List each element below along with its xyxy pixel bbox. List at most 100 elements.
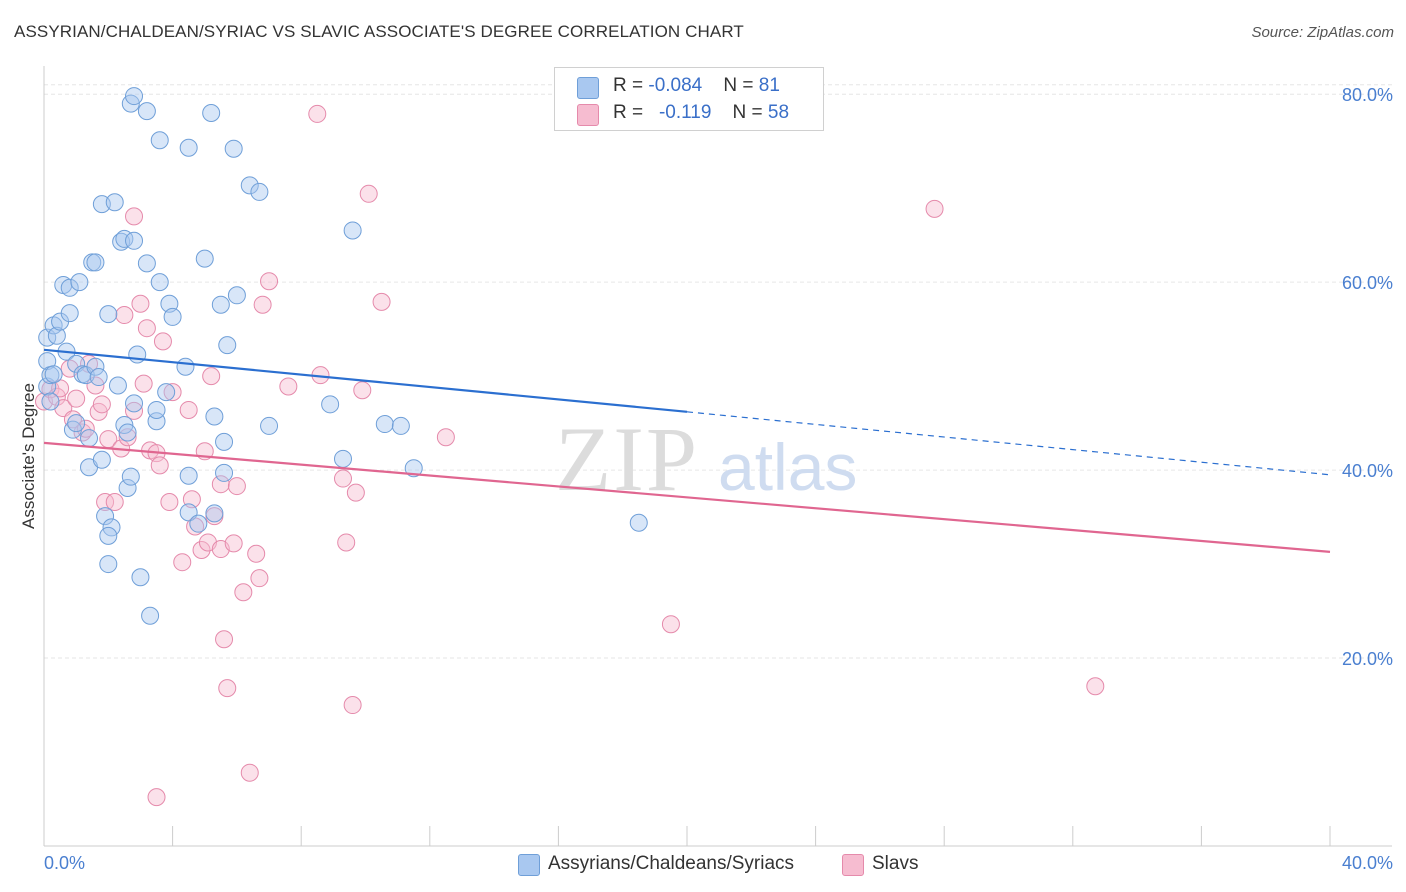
data-point-slavs: [76, 419, 95, 438]
series-legend-label: Slavs: [872, 853, 919, 874]
data-point-slavs: [125, 401, 144, 420]
data-point-assyrians: [125, 231, 144, 250]
data-point-assyrians: [125, 394, 144, 413]
legend-n-label: N =: [732, 102, 768, 123]
data-point-assyrians: [404, 459, 423, 478]
series-assyrians-points: [38, 87, 648, 625]
data-point-assyrians: [118, 423, 137, 442]
data-point-assyrians: [99, 526, 118, 545]
data-point-slavs: [41, 380, 60, 399]
watermark-atlas: atlas: [718, 430, 857, 504]
data-point-assyrians: [205, 407, 224, 426]
data-point-assyrians: [260, 416, 279, 435]
data-point-slavs: [337, 533, 356, 552]
data-point-slavs: [153, 332, 172, 351]
data-point-slavs: [260, 272, 279, 291]
data-point-assyrians: [147, 400, 166, 419]
data-point-assyrians: [343, 221, 362, 240]
data-point-assyrians: [70, 273, 89, 292]
data-point-slavs: [131, 294, 150, 313]
legend-text: R = -0.119 N = 58: [613, 102, 789, 124]
data-point-assyrians: [189, 514, 208, 533]
data-point-assyrians: [41, 392, 60, 411]
axes: [43, 66, 1392, 847]
data-point-assyrians: [99, 555, 118, 574]
data-point-assyrians: [80, 429, 99, 448]
legend-n-value: 81: [758, 75, 780, 96]
data-point-assyrians: [44, 365, 63, 384]
watermark-zip: ZIP: [555, 408, 699, 510]
data-point-assyrians: [215, 463, 234, 482]
data-point-assyrians: [67, 414, 86, 433]
series-legend-label: Assyrians/Chaldeans/Syriacs: [548, 853, 795, 874]
data-point-assyrians: [60, 278, 79, 297]
data-point-assyrians: [321, 395, 340, 414]
data-point-slavs: [234, 583, 253, 602]
data-point-slavs: [92, 395, 111, 414]
x-tick-label-min: 0.0%: [44, 853, 85, 873]
data-point-assyrians: [224, 139, 243, 158]
y-tick-label: 80.0%: [1342, 85, 1393, 105]
data-point-slavs: [247, 544, 266, 563]
data-point-assyrians: [137, 254, 156, 273]
data-point-assyrians: [86, 253, 105, 272]
correlation-legend: R = -0.084 N = 81 R = -0.119 N = 58: [554, 67, 824, 131]
data-point-assyrians: [211, 295, 230, 314]
data-point-slavs: [227, 477, 246, 496]
data-point-assyrians: [163, 307, 182, 326]
y-tick-label: 40.0%: [1342, 461, 1393, 481]
series-swatch-blue: [518, 854, 540, 876]
y-axis-label: Associate's Degree: [19, 383, 38, 529]
data-point-assyrians: [86, 357, 105, 376]
data-point-assyrians: [99, 305, 118, 324]
data-point-slavs: [250, 569, 269, 588]
data-point-assyrians: [89, 368, 108, 387]
data-point-assyrians: [227, 286, 246, 305]
data-point-slavs: [173, 553, 192, 572]
data-point-slavs: [1086, 677, 1105, 696]
data-point-slavs: [343, 696, 362, 715]
data-point-assyrians: [60, 304, 79, 323]
data-point-slavs: [147, 788, 166, 807]
data-point-assyrians: [629, 513, 648, 532]
data-point-slavs: [372, 292, 391, 311]
data-point-assyrians: [391, 416, 410, 435]
data-point-slavs: [925, 199, 944, 218]
data-point-assyrians: [179, 138, 198, 157]
tick-labels: 20.0% 40.0% 60.0% 80.0% 0.0% 40.0%: [44, 85, 1393, 873]
data-point-slavs: [137, 319, 156, 338]
chart-title: ASSYRIAN/CHALDEAN/SYRIAC VS SLAVIC ASSOC…: [14, 22, 744, 41]
trend-line-assyrians: [43, 348, 688, 413]
data-point-slavs: [218, 679, 237, 698]
data-point-slavs: [163, 383, 182, 402]
data-point-assyrians: [121, 467, 140, 486]
series-legend: Assyrians/Chaldeans/Syriacs Slavs: [0, 852, 1406, 878]
source-attribution: Source: ZipAtlas.com: [1251, 24, 1394, 41]
trend-lines: [43, 348, 1331, 553]
legend-r-label: R =: [613, 75, 649, 96]
data-point-slavs: [179, 400, 198, 419]
data-point-slavs: [346, 483, 365, 502]
data-point-slavs: [211, 475, 230, 494]
grid-lines: [44, 84, 1392, 659]
data-point-slavs: [125, 207, 144, 226]
data-point-slavs: [134, 374, 153, 393]
data-point-assyrians: [92, 450, 111, 469]
data-point-assyrians: [333, 449, 352, 468]
legend-r-label: R =: [613, 102, 649, 123]
data-point-assyrians: [176, 357, 195, 376]
data-point-slavs: [253, 295, 272, 314]
data-point-assyrians: [96, 507, 115, 526]
data-point-slavs: [150, 456, 169, 475]
trend-line-slavs: [43, 441, 1331, 553]
trend-line-assyrians-extension: [686, 411, 1331, 476]
data-point-slavs: [192, 540, 211, 559]
data-point-assyrians: [125, 87, 144, 106]
data-point-assyrians: [375, 415, 394, 434]
data-point-assyrians: [157, 383, 176, 402]
data-point-assyrians: [47, 326, 66, 345]
data-point-slavs: [436, 428, 455, 447]
data-point-slavs: [96, 493, 115, 512]
data-point-slavs: [215, 630, 234, 649]
